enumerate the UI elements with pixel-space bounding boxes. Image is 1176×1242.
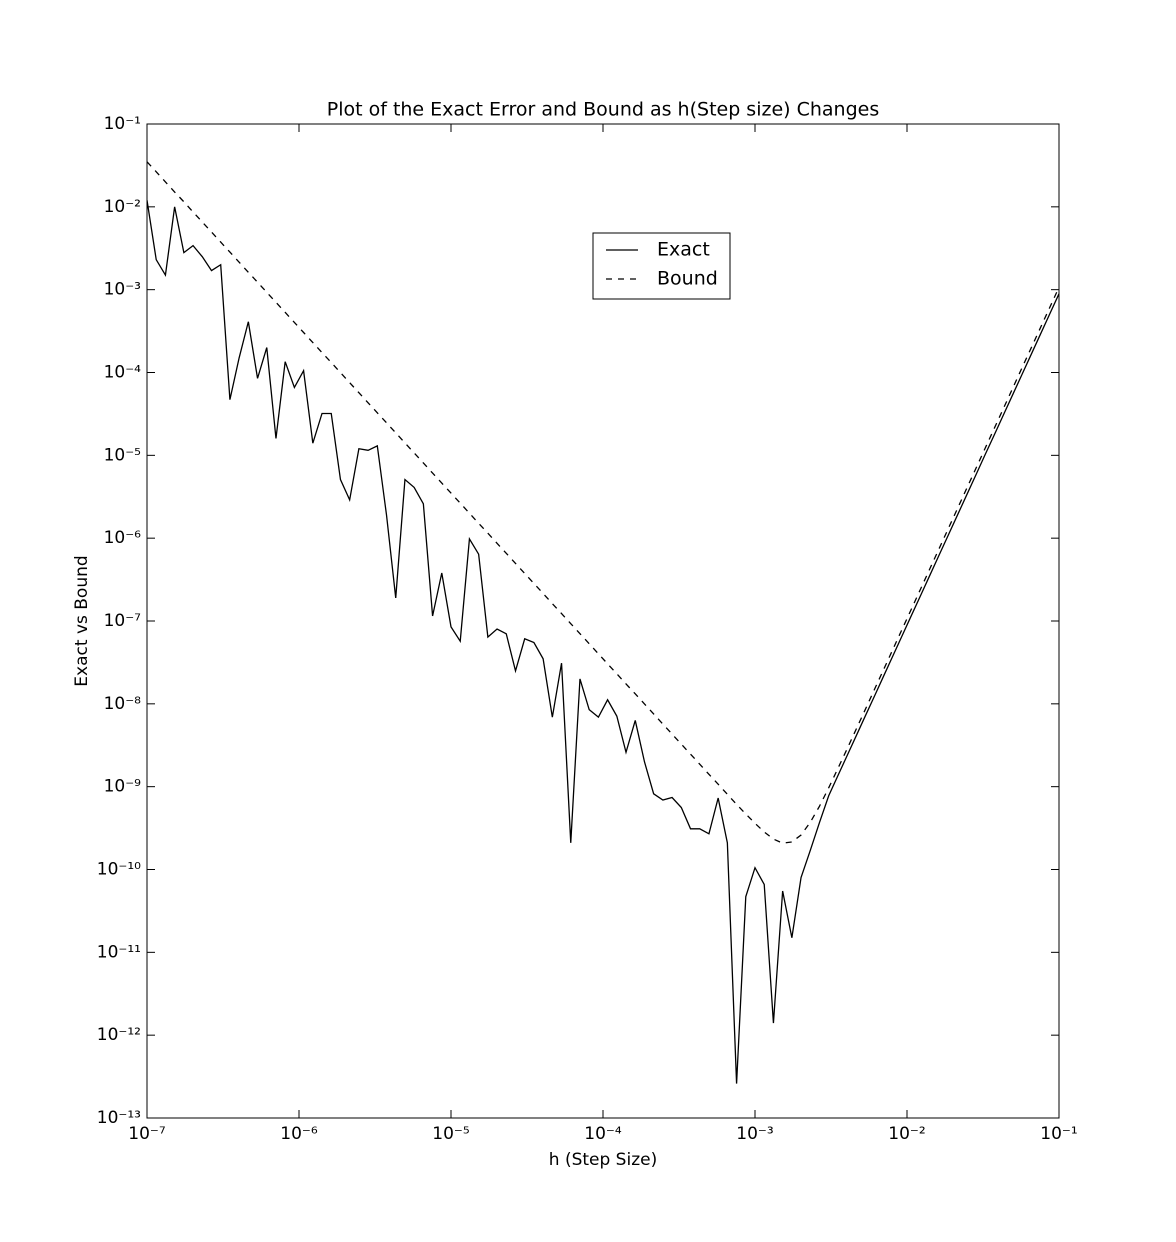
x-axis-label: h (Step Size)	[549, 1150, 657, 1170]
series-line	[147, 161, 1059, 844]
plot-frame	[146, 123, 1060, 1119]
x-tick-label: 10⁻³	[736, 1124, 773, 1144]
y-tick-label: 10⁻⁷	[104, 611, 142, 631]
y-tick-label: 10⁻¹¹	[97, 942, 141, 962]
y-tick-label: 10⁻⁵	[104, 445, 141, 465]
series-line	[147, 200, 1059, 1084]
y-tick-label: 10⁻²	[104, 197, 141, 217]
legend-label: Exact	[657, 239, 710, 261]
legend-box	[592, 232, 731, 300]
x-tick-label: 10⁻⁴	[584, 1124, 622, 1144]
y-tick-label: 10⁻⁴	[104, 363, 142, 383]
y-tick-label: 10⁻¹²	[97, 1025, 141, 1045]
chart-title: Plot of the Exact Error and Bound as h(S…	[327, 99, 880, 121]
y-tick-label: 10⁻⁹	[104, 777, 142, 797]
x-tick-label: 10⁻¹	[1040, 1124, 1077, 1144]
x-tick-label: 10⁻⁵	[432, 1124, 469, 1144]
x-tick-label: 10⁻⁷	[128, 1124, 166, 1144]
y-tick-label: 10⁻¹⁰	[97, 860, 141, 880]
x-tick-label: 10⁻⁶	[280, 1124, 318, 1144]
y-tick-label: 10⁻⁶	[104, 528, 142, 548]
y-tick-label: 10⁻³	[104, 280, 141, 300]
y-tick-label: 10⁻⁸	[104, 694, 142, 714]
x-tick-label: 10⁻²	[888, 1124, 925, 1144]
legend-label: Bound	[657, 268, 718, 290]
y-axis-label: Exact vs Bound	[72, 555, 92, 686]
y-tick-label: 10⁻¹	[104, 114, 141, 134]
y-tick-label: 10⁻¹³	[97, 1108, 141, 1128]
